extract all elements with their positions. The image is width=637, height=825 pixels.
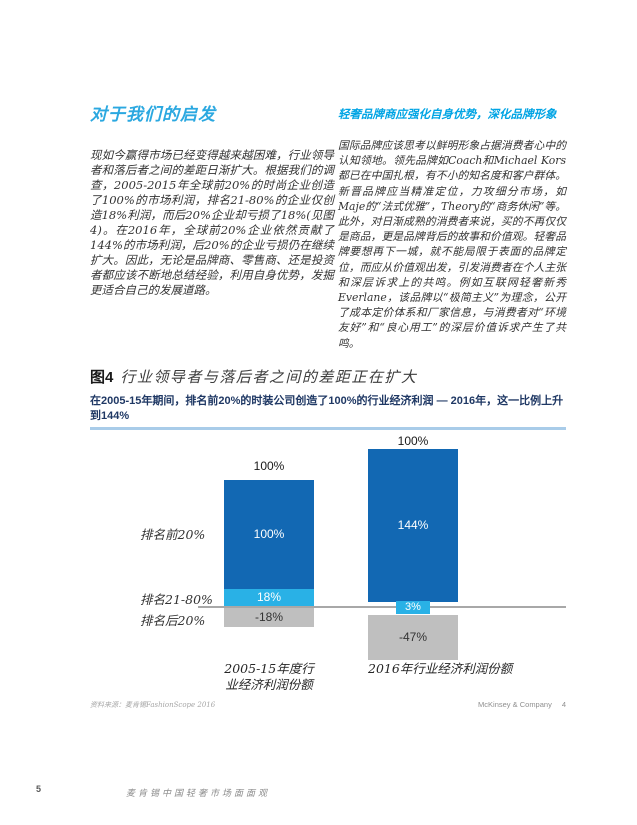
figure-footer: 资料来源：麦肯锡FashionScope 2016 McKinsey & Com…: [90, 700, 566, 710]
right-column-body: 国际品牌应该思考以鲜明形象占据消费者心中的认知领地。领先品牌如Coach和Mic…: [338, 139, 566, 350]
figure4-chart: 排名前20% 排名21-80% 排名后20% 100% 100% 18% -18…: [90, 430, 566, 700]
zero-axis-line: [198, 606, 566, 608]
row-label-bottom20: 排名后20%: [140, 613, 206, 628]
figure-number-label: 图4: [90, 369, 114, 386]
page-footer-title: 麦肯锡中国轻奢市场面面观: [126, 789, 271, 799]
left-column-body: 现如今赢得市场已经变得越来越困难，行业领导者和落后者之间的差距日渐扩大。根据我们…: [90, 148, 334, 297]
figure4-block: 图4 行业领导者与落后者之间的差距正在扩大 在2005-15年期间，排名前20%的…: [90, 366, 566, 721]
figure-subtitle: 在2005-15年期间，排名前20%的时装公司创造了100%的行业经济利润 — …: [90, 395, 564, 422]
bar-2016-bottom-segment: -47%: [368, 615, 458, 660]
bar-2016-total-label: 100%: [397, 434, 429, 448]
row-label-top20: 排名前20%: [140, 527, 206, 542]
bar-2005-15: 100% 100% 18% -18%: [224, 430, 314, 700]
figure-source-note: 资料来源：麦肯锡FashionScope 2016: [90, 701, 216, 709]
page-number: 5: [36, 784, 42, 794]
bar-2016-top20-segment: 144%: [368, 449, 458, 602]
bar-2005-15-mid-segment: 18%: [224, 589, 314, 606]
slide-number: 4: [561, 700, 566, 709]
row-label-21-80: 排名21-80%: [140, 592, 213, 607]
left-column: 对于我们的启发 现如今赢得市场已经变得越来越困难，行业领导者和落后者之间的差距日…: [90, 104, 334, 298]
figure-title-text: 行业领导者与落后者之间的差距正在扩大: [120, 368, 418, 386]
figure-divider-rule: [90, 427, 566, 430]
x-axis-label-2005-15: 2005-15年度行 业经济利润份额: [224, 661, 314, 692]
bar-2005-15-total-label: 100%: [253, 459, 285, 473]
x-axis-label-2016: 2016年行业经济利润份额: [368, 661, 513, 676]
bar-2005-15-bottom-segment: -18%: [224, 608, 314, 627]
left-column-heading: 对于我们的启发: [90, 105, 216, 125]
right-column-heading: 轻奢品牌商应强化自身优势，深化品牌形象: [338, 107, 557, 121]
figure-title: 图4 行业领导者与落后者之间的差距正在扩大: [90, 366, 417, 387]
brand-footer: McKinsey & Company 4: [478, 700, 566, 709]
right-column: 轻奢品牌商应强化自身优势，深化品牌形象 国际品牌应该思考以鲜明形象占据消费者心中…: [338, 107, 566, 351]
brand-name: McKinsey & Company: [478, 700, 552, 709]
bar-2016: 100% 144% -47%: [368, 430, 458, 700]
bar-2005-15-top20-segment: 100%: [224, 480, 314, 589]
bar-2016-mid-segment-badge: 3%: [396, 601, 430, 614]
